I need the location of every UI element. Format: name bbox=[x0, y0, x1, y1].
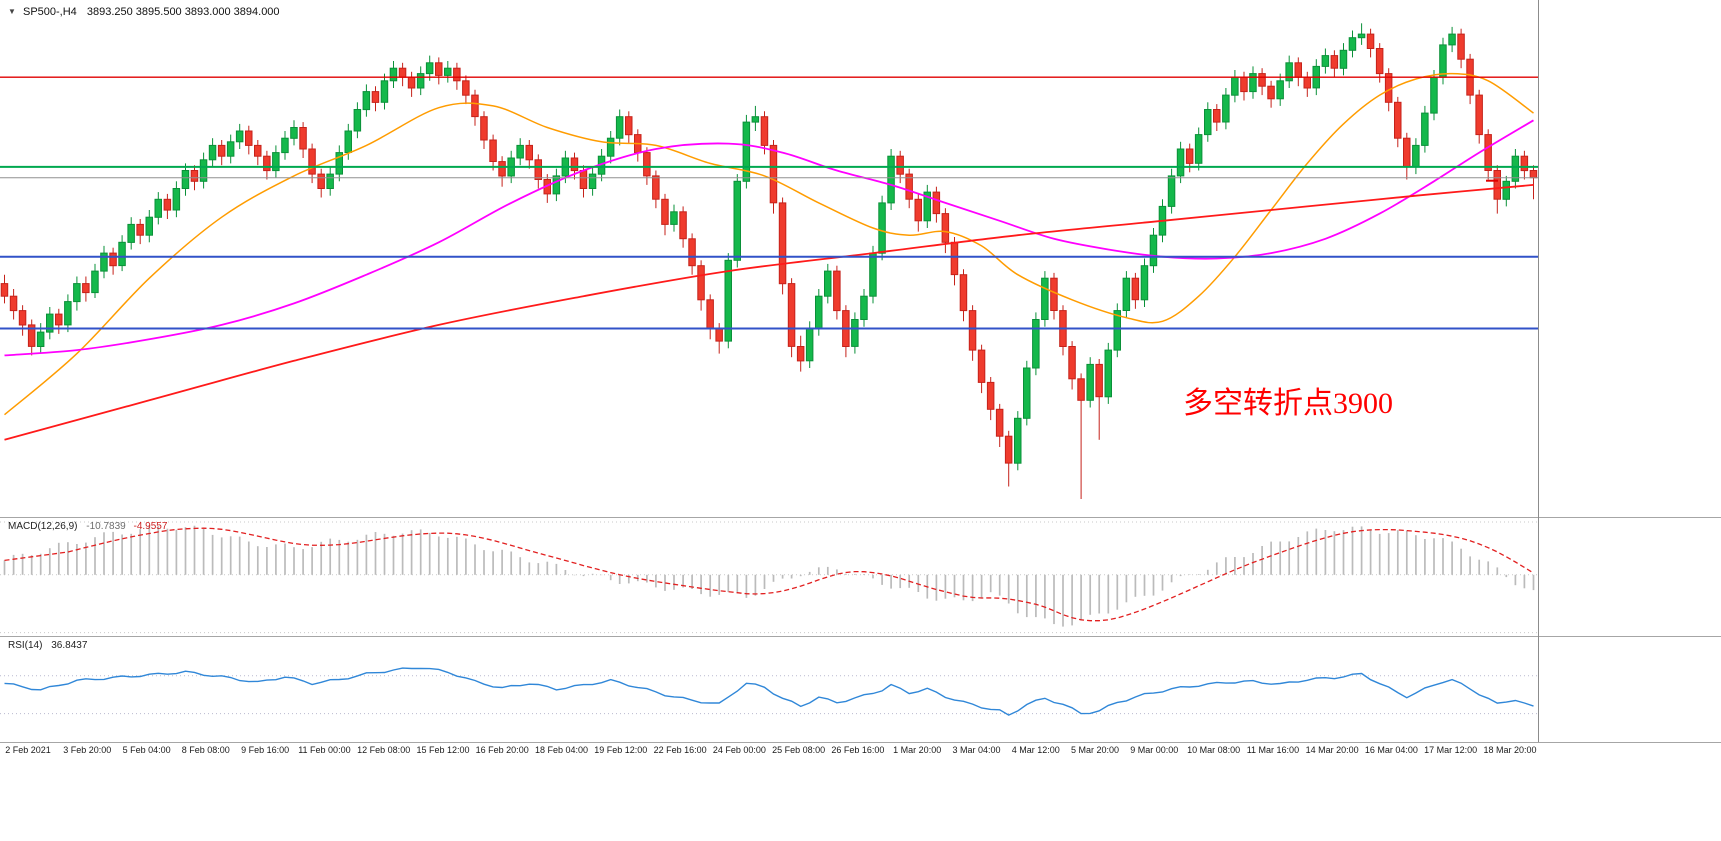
time-axis-label: 5 Mar 20:00 bbox=[1070, 745, 1120, 755]
macd-signal-value: -4.9557 bbox=[133, 521, 168, 532]
rsi-label: RSI(14) 36.8437 bbox=[8, 640, 87, 651]
time-axis-label: 12 Feb 08:00 bbox=[357, 745, 411, 755]
time-axis-label: 17 Mar 12:00 bbox=[1424, 745, 1478, 755]
time-axis-label: 1 Mar 20:00 bbox=[893, 745, 942, 755]
rsi-value: 36.8437 bbox=[51, 640, 88, 651]
time-axis-label: 9 Feb 16:00 bbox=[241, 745, 290, 755]
time-axis-label: 11 Feb 00:00 bbox=[298, 745, 351, 755]
time-axis-label: 18 Mar 20:00 bbox=[1483, 745, 1537, 755]
price-axis-separator bbox=[1538, 0, 1539, 742]
time-axis-label: 9 Mar 00:00 bbox=[1130, 745, 1179, 755]
rsi-panel[interactable] bbox=[0, 638, 1538, 742]
ohlc-values: 3893.250 3895.500 3893.000 3894.000 bbox=[86, 6, 280, 18]
macd-canvas bbox=[0, 521, 1538, 634]
ma-fast-line bbox=[4, 72, 1534, 416]
rsi-line bbox=[4, 667, 1534, 716]
time-axis-label: 11 Mar 16:00 bbox=[1246, 745, 1300, 755]
time-axis-label: 5 Feb 04:00 bbox=[122, 745, 171, 755]
rsi-canvas bbox=[0, 667, 1538, 716]
time-axis-label: 26 Feb 16:00 bbox=[831, 745, 885, 755]
time-axis-label: 16 Mar 04:00 bbox=[1364, 745, 1418, 755]
price-chart-panel[interactable] bbox=[0, 0, 1538, 517]
macd-name: MACD(12,26,9) bbox=[8, 521, 78, 532]
chart-shift-marker-icon: ▼ bbox=[8, 7, 16, 16]
macd-histogram-layer bbox=[3, 525, 1535, 627]
time-axis[interactable]: 2 Feb 2021 3 Feb 20:00 5 Feb 04:00 8 Feb 08… bbox=[0, 742, 1721, 762]
time-axis-separator[interactable] bbox=[0, 742, 1721, 743]
macd-main-value: -10.7839 bbox=[86, 521, 126, 532]
time-axis-label: 10 Mar 08:00 bbox=[1187, 745, 1241, 755]
time-axis-label: 19 Feb 12:00 bbox=[594, 745, 648, 755]
time-axis-label: 22 Feb 16:00 bbox=[653, 745, 707, 755]
ma-slow-line bbox=[4, 184, 1534, 441]
trade-marker-icon bbox=[1486, 179, 1498, 182]
symbol-info: ▼ SP500-,H4 3893.250 3895.500 3893.000 3… bbox=[8, 6, 280, 18]
time-axis-label: 4 Mar 12:00 bbox=[1011, 745, 1060, 755]
time-axis-label: 8 Feb 08:00 bbox=[181, 745, 230, 755]
time-axis-label: 3 Feb 20:00 bbox=[63, 745, 112, 755]
macd-signal-line bbox=[4, 527, 1534, 622]
time-axis-label: 14 Mar 20:00 bbox=[1305, 745, 1359, 755]
candles-layer bbox=[0, 23, 1538, 499]
rsi-panel-separator[interactable] bbox=[0, 636, 1721, 637]
ma-mid-line bbox=[4, 119, 1534, 357]
price-chart-canvas bbox=[0, 23, 1538, 499]
time-axis-label: 16 Feb 20:00 bbox=[475, 745, 529, 755]
time-axis-label: 2 Feb 2021 bbox=[5, 745, 51, 755]
time-axis-label: 18 Feb 04:00 bbox=[534, 745, 589, 755]
time-axis-label: 3 Mar 04:00 bbox=[952, 745, 1001, 755]
symbol-timeframe-label: SP500-,H4 bbox=[22, 6, 77, 18]
rsi-name: RSI(14) bbox=[8, 640, 43, 651]
price-axis[interactable]: 3980.2503963.7503947.2503930.7503914.250… bbox=[1538, 0, 1721, 742]
macd-label: MACD(12,26,9) -10.7839 -4.9557 bbox=[8, 521, 167, 532]
time-axis-label: 25 Feb 08:00 bbox=[772, 745, 826, 755]
time-axis-label: 24 Feb 00:00 bbox=[712, 745, 766, 755]
time-axis-label: 15 Feb 12:00 bbox=[416, 745, 470, 755]
macd-panel-separator[interactable] bbox=[0, 517, 1721, 518]
macd-panel[interactable] bbox=[0, 519, 1538, 636]
chart-annotation-text[interactable]: 多空转折点3900 bbox=[1183, 387, 1393, 420]
